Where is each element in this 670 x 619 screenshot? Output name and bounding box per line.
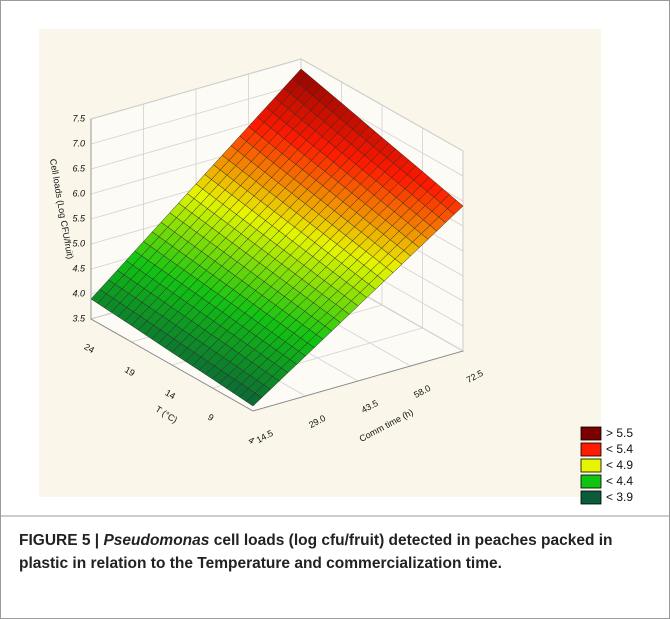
y-tick-label: 14 [163,388,177,402]
z-tick-label: 7.5 [72,113,86,123]
z-tick-label: 3.5 [72,313,86,323]
y-tick-label: 24 [82,342,96,356]
legend-label: < 5.4 [606,442,633,456]
legend-label: < 4.4 [606,474,633,488]
legend-swatch [580,442,602,457]
z-tick-label: 6.0 [72,188,85,198]
z-tick-label: 5.0 [72,238,85,248]
legend-swatch [580,426,602,441]
axis-line [252,350,464,412]
caption-organism: Pseudomonas [103,532,210,549]
legend-swatch [580,474,602,489]
chart: 3.54.04.55.05.56.06.57.07.514.529.043.55… [1,29,669,517]
legend-label: < 3.9 [606,490,633,504]
caption: FIGURE 5 | Pseudomonas cell loads (log c… [19,529,651,575]
surface-cell [245,392,263,407]
z-tick-label: 6.5 [72,163,86,173]
y-tick-label: 4 [247,435,256,446]
axis-line [90,318,254,412]
y-tick-label: 19 [123,365,137,379]
caption-label: FIGURE 5 | [19,532,100,549]
z-tick-label: 4.0 [72,288,85,298]
legend-label: > 5.5 [606,426,633,440]
caption-text: cell loads (log cfu/fruit) detected in p… [19,532,613,572]
legend-label: < 4.9 [606,458,633,472]
z-tick-label: 4.5 [72,263,86,273]
z-tick-label: 7.0 [72,138,85,148]
y-tick-label: 9 [206,412,215,423]
legend-swatch [580,490,602,505]
z-tick-label: 5.5 [72,213,86,223]
legend-swatch [580,458,602,473]
